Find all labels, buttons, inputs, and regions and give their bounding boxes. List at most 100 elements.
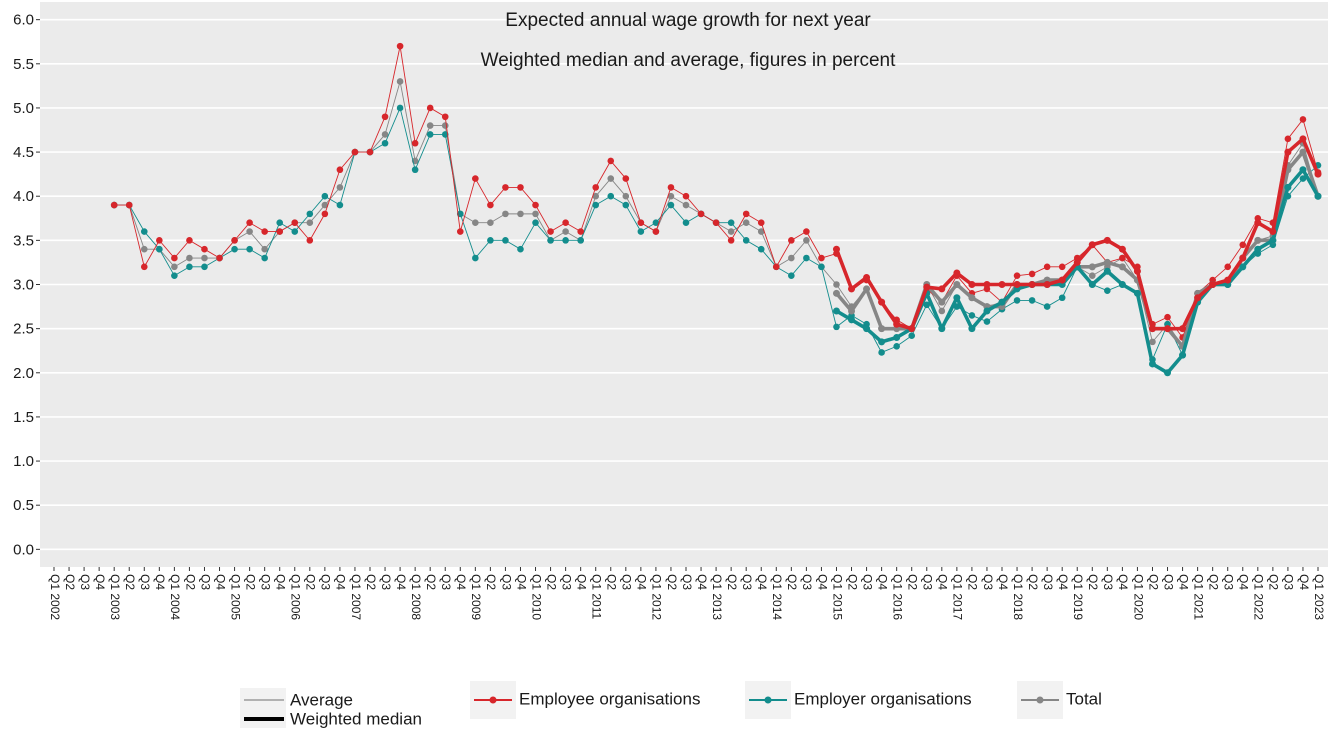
x-tick-label: Q2 — [1206, 574, 1220, 590]
x-tick-label: Q1 2003 — [108, 574, 122, 620]
x-tick-label: Q4 — [755, 574, 769, 590]
data-point — [140, 245, 148, 253]
data-point — [472, 219, 479, 227]
data-point — [291, 219, 299, 227]
data-point — [472, 175, 479, 182]
data-point — [1254, 236, 1262, 244]
data-point — [201, 254, 208, 262]
data-point — [276, 219, 284, 227]
data-point — [411, 139, 419, 147]
data-point — [1088, 241, 1096, 249]
data-point — [818, 254, 825, 262]
x-tick-label: Q3 — [559, 574, 573, 590]
x-tick-label: Q1 2014 — [770, 574, 784, 620]
data-point — [1148, 360, 1156, 368]
x-tick-label: Q3 — [800, 574, 814, 590]
x-tick-label: Q1 2022 — [1252, 574, 1266, 620]
x-tick-label: Q4 — [1176, 574, 1190, 590]
data-point — [547, 228, 554, 235]
x-tick-label: Q3 — [1222, 574, 1236, 590]
legend-key-dot — [1036, 696, 1044, 704]
data-point — [456, 228, 464, 235]
data-point — [893, 320, 901, 328]
data-point — [1118, 263, 1126, 271]
x-tick-label: Q2 — [63, 574, 77, 590]
x-tick-label: Q3 — [981, 574, 995, 590]
data-point — [517, 210, 524, 218]
data-point — [396, 42, 404, 50]
data-point — [1239, 263, 1247, 271]
data-point — [938, 307, 946, 315]
data-point — [833, 281, 840, 288]
data-point — [968, 312, 976, 319]
data-point — [953, 269, 961, 277]
x-tick-label: Q1 2017 — [951, 574, 965, 620]
y-tick-label: 4.0 — [13, 188, 34, 205]
data-point — [652, 219, 660, 227]
data-point — [547, 237, 554, 244]
data-point — [246, 228, 253, 235]
x-tick-label: Q3 — [379, 574, 393, 590]
data-point — [1194, 294, 1202, 302]
y-tick-label: 5.0 — [13, 100, 34, 117]
data-point — [938, 285, 946, 293]
data-point — [321, 192, 329, 200]
data-point — [848, 285, 856, 293]
grid — [40, 18, 1328, 551]
data-point — [1088, 281, 1096, 288]
data-point — [682, 201, 690, 209]
data-point — [908, 332, 916, 340]
data-point — [411, 166, 419, 174]
x-tick-label: Q4 — [334, 574, 348, 590]
x-tick-label: Q3 — [921, 574, 935, 590]
data-point — [1284, 183, 1292, 191]
data-point — [171, 254, 178, 262]
data-point — [953, 294, 961, 302]
x-tick-label: Q1 2023 — [1312, 574, 1326, 620]
data-point — [1058, 276, 1066, 284]
y-tick-label: 5.5 — [13, 56, 34, 73]
data-point — [1299, 148, 1307, 156]
data-point — [1013, 272, 1021, 279]
data-point — [276, 228, 284, 235]
data-point — [1119, 254, 1126, 262]
data-point — [923, 301, 931, 309]
data-point — [1314, 192, 1322, 200]
data-point — [1133, 267, 1141, 275]
x-tick-label: Q2 — [1267, 574, 1281, 590]
data-point — [622, 175, 630, 182]
data-point — [1239, 254, 1247, 262]
x-tick-label: Q4 — [454, 574, 468, 590]
x-tick-label: Q3 — [1282, 574, 1296, 590]
x-tick-label: Q1 2015 — [830, 574, 844, 620]
chart-title: Expected annual wage growth for next yea… — [505, 10, 871, 31]
data-point — [140, 228, 148, 235]
data-point — [818, 263, 825, 271]
legend-label: Average — [290, 690, 353, 709]
x-tick-label: Q2 — [845, 574, 859, 590]
x-tick-label: Q3 — [680, 574, 694, 590]
y-tick-label: 3.5 — [13, 232, 34, 249]
data-point — [1254, 245, 1262, 253]
data-point — [201, 245, 208, 253]
x-tick-label: Q2 — [243, 574, 257, 590]
data-point — [592, 192, 600, 200]
x-tick-label: Q3 — [198, 574, 212, 590]
data-point — [983, 307, 991, 315]
data-point — [1073, 258, 1081, 266]
x-tick-label: Q2 — [1026, 574, 1040, 590]
data-point — [1164, 369, 1172, 377]
data-point — [1314, 170, 1322, 178]
data-point — [426, 122, 434, 129]
x-tick-label: Q2 — [1146, 574, 1160, 590]
x-tick-label: Q4 — [635, 574, 649, 590]
data-point — [832, 289, 840, 297]
data-point — [878, 325, 886, 333]
data-point — [908, 325, 916, 333]
data-point — [231, 237, 238, 244]
data-point — [321, 210, 329, 218]
x-tick-label: Q4 — [274, 574, 288, 590]
x-tick-label: Q4 — [695, 574, 709, 590]
data-point — [1043, 281, 1051, 288]
data-point — [1013, 281, 1021, 288]
